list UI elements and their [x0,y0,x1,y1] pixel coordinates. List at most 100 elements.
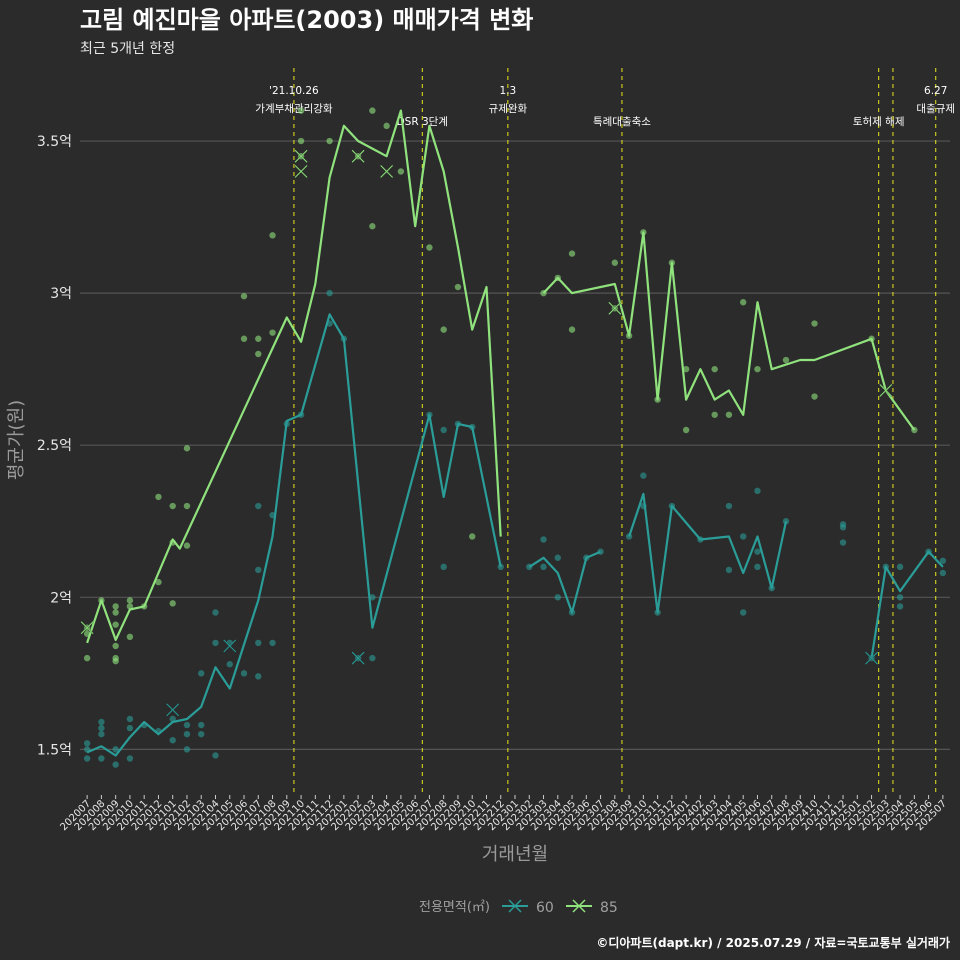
data-point-85 [383,122,390,130]
data-point-60 [212,609,219,616]
data-point-60 [126,755,134,762]
x-marker-stroke [865,651,878,665]
data-point-85 [397,168,405,175]
data-point-85 [169,502,176,510]
data-point-85 [611,259,619,266]
data-point-60 [98,730,105,738]
data-point-85 [811,393,818,400]
data-point-60 [83,755,91,762]
data-point-60 [939,557,947,564]
x-marker-stroke [380,165,393,178]
x-marker-stroke [879,384,893,397]
data-point-60 [269,639,276,647]
data-point-85 [426,244,433,251]
data-point-85 [440,326,447,333]
data-point-85 [269,329,276,336]
event-label: 토허제 해제 [853,115,905,128]
event-label: '21.10.26 [269,85,319,97]
data-point-60 [255,639,262,647]
x-marker-85 [608,301,622,315]
data-point-60 [440,563,447,571]
legend-key-85 [572,899,586,913]
data-point-60 [98,718,105,726]
event-label: 1.3 [500,85,517,97]
data-point-85 [568,326,576,333]
x-marker-85 [380,164,394,178]
data-point-85 [112,642,119,650]
data-point-60 [255,673,262,680]
data-point-85 [126,597,134,604]
legend-title: 전용면적(㎡) [419,900,490,915]
legend: 전용면적(㎡) 60 85 [419,899,618,916]
series-line-60 [628,492,788,614]
x-marker-85 [294,149,308,163]
x-tick-labels: 2020072020082020092020102020112020122021… [58,795,949,833]
gridlines [80,140,950,750]
data-point-85 [568,250,576,257]
data-point-85 [155,578,162,586]
x-marker-stroke [223,639,237,653]
data-point-60 [896,603,904,610]
y-tick-label: 1.5억 [37,742,72,758]
data-point-85 [126,603,134,610]
y-tick-label: 3.5억 [37,134,72,150]
data-point-60 [126,715,134,723]
series-line-60 [86,313,502,757]
x-marker-stroke [294,149,308,163]
x-marker-stroke [80,621,94,635]
data-point-60 [112,746,119,753]
data-point-85 [255,335,262,342]
x-marker-85 [879,383,893,397]
data-point-60 [440,426,447,434]
data-point-60 [754,563,761,571]
y-tick-label: 2.5억 [37,438,72,454]
x-marker-85 [80,621,94,635]
data-point-60 [112,761,119,768]
data-point-60 [782,518,790,525]
data-point-60 [198,670,205,677]
x-marker-stroke [166,703,180,717]
event-label: 가계부채관리강화 [255,103,333,115]
event-label: 규제완화 [489,102,528,115]
data-point-60 [183,730,191,738]
data-point-60 [98,724,105,732]
data-point-60 [725,566,733,574]
x-marker-60 [865,651,879,665]
x-marker-stroke [608,301,622,315]
x-marker-60 [223,639,237,653]
data-point-60 [540,536,547,543]
data-point-85 [183,542,191,549]
y-tick-label: 2억 [50,590,72,606]
data-point-85 [297,107,305,114]
data-point-85 [183,502,191,510]
series-line-60 [528,550,602,614]
data-point-60 [255,502,262,510]
data-point-85 [454,283,462,291]
series-line-60 [870,550,944,659]
data-point-60 [896,563,904,571]
data-point-60 [326,289,333,297]
data-point-85 [112,609,119,616]
data-point-85 [711,411,718,418]
event-label: 특례대출축소 [593,116,651,128]
series-layer [80,107,947,768]
data-point-85 [297,137,305,145]
data-point-60 [739,533,747,540]
event-label: 대출규제 [916,103,955,115]
data-point-85 [369,107,376,114]
data-point-85 [240,335,248,342]
data-point-85 [326,137,333,145]
legend-label-85: 85 [600,900,618,916]
data-point-60 [754,548,761,555]
data-point-60 [754,487,761,495]
data-point-85 [112,657,119,665]
x-marker-stroke [351,149,365,163]
data-point-60 [198,730,205,738]
data-point-60 [98,755,105,762]
x-marker-85 [294,164,308,178]
data-point-85 [126,633,134,641]
x-axis-title: 거래년월 [482,844,548,865]
data-point-85 [469,533,476,540]
legend-label-60: 60 [536,900,554,916]
